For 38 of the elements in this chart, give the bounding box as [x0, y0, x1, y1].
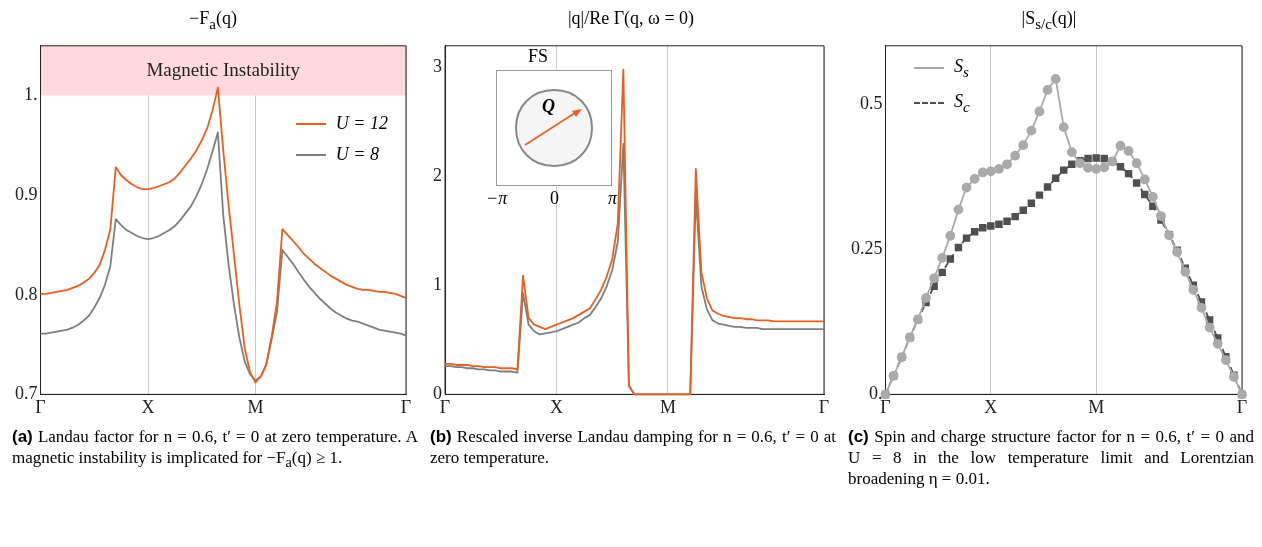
x-tick-label: Γ [35, 396, 46, 417]
x-tick-label: Γ [1236, 396, 1248, 417]
y-tick-label: 0.25 [851, 237, 883, 258]
legend-label: U = 12 [335, 113, 388, 134]
chart-title: |S$_{s/c}$(q)| [1020, 8, 1078, 32]
y-tick-label: 0.7 [15, 383, 38, 404]
chart-title: −F$_{a}$(q) [188, 8, 238, 32]
x-tick-label: X [141, 396, 155, 417]
y-tick-label: 2 [433, 165, 442, 186]
x-tick-label: M [247, 396, 264, 417]
y-tick-label: 1 [433, 274, 442, 295]
x-tick-label: Γ [880, 396, 891, 417]
annotation: 0 [550, 188, 559, 209]
chart-title: |q|/Re Γ(q, ω = 0) [566, 8, 696, 30]
y-tick-label: 0.9 [15, 183, 38, 204]
annotation: Q [542, 96, 555, 117]
band-label: Magnetic Instability [146, 58, 301, 80]
x-tick-label: X [549, 396, 563, 417]
y-tick-label: 0. [869, 383, 883, 404]
text: (a) Landau factor for n = 0.6, t′ = 0 at zero temperature. A magnetic instability is implicated for −F$_{a}$(q) ≥ 1. [12, 427, 418, 471]
x-tick-label: Γ [400, 396, 412, 417]
x-tick-label: M [1088, 396, 1105, 417]
y-tick-label: 0.5 [860, 92, 883, 113]
x-tick-label: Γ [818, 396, 830, 417]
text: (c) Spin and charge structure factor for n = 0.6, t′ = 0 and U = 8 in the low temperature limit and Lorentzian broadening η = 0.01. [848, 427, 1254, 488]
y-tick-label: 0 [433, 383, 442, 404]
y-tick-label: 0.8 [15, 283, 38, 304]
legend-label: U = 8 [335, 144, 379, 165]
y-tick-label: 1. [24, 84, 38, 105]
annotation: FS [528, 46, 549, 67]
annotation: −π [486, 188, 508, 209]
x-tick-label: X [984, 396, 998, 417]
legend-label: S$_{c}$ [954, 90, 970, 116]
text: (b) Rescaled inverse Landau damping for n = 0.6, t′ = 0 at zero temperature. [430, 427, 836, 467]
annotation: π [608, 188, 618, 209]
legend-label: S$_{s}$ [954, 56, 969, 81]
y-tick-label: 3 [433, 56, 442, 77]
x-tick-label: M [659, 396, 676, 417]
